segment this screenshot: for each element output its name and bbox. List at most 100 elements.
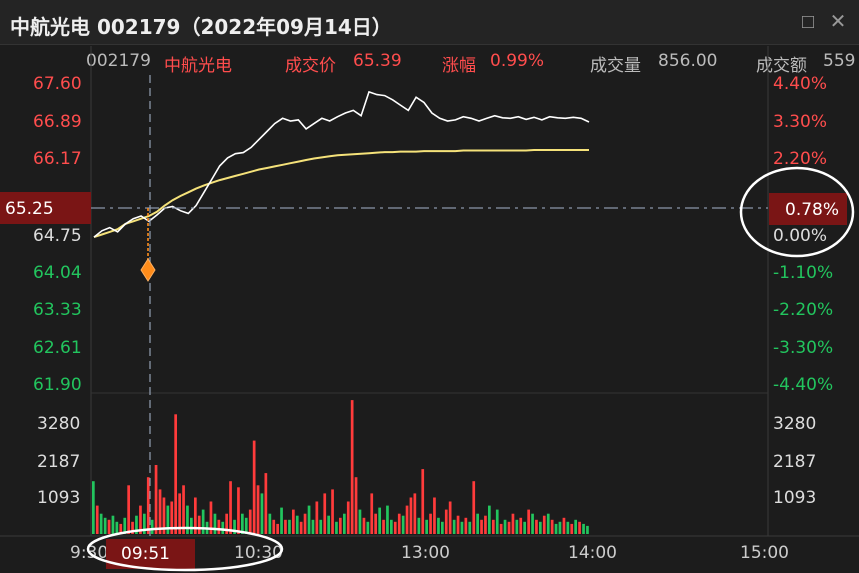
pct-tick: 2.20% <box>773 149 828 169</box>
volume-bar <box>182 485 185 534</box>
volume-bar <box>472 481 476 534</box>
volume-bar <box>382 519 385 534</box>
volume-bar <box>339 517 342 534</box>
volume-bar <box>331 489 334 534</box>
amount-value: 559 <box>823 51 856 71</box>
quote-info-bar: 002179 中航光电 成交价 65.39 涨幅 0.99% 成交量 856.0… <box>0 48 859 76</box>
marker-diamond <box>140 258 156 282</box>
volume-bar <box>252 440 256 534</box>
volume-bar <box>401 515 405 534</box>
volume-bar <box>319 519 323 534</box>
volume-bar <box>542 515 546 534</box>
volume-bar <box>256 485 260 534</box>
volume-bar <box>299 521 303 534</box>
volume-bar <box>550 519 554 534</box>
price-tick: 64.75 <box>33 226 82 246</box>
volume-bar <box>268 513 272 534</box>
volume-bar <box>217 519 221 534</box>
volume-bar <box>95 505 99 534</box>
volume-bar <box>562 517 566 534</box>
crosshair-price: 65.25 <box>5 199 54 219</box>
volume-bar <box>448 501 452 534</box>
volume-tick-right: 3280 <box>773 414 817 434</box>
volume-bar <box>354 477 358 534</box>
volume-bar <box>323 493 327 534</box>
volume-bar <box>139 505 142 534</box>
close-icon[interactable]: ✕ <box>829 11 847 33</box>
volume-bar <box>209 501 213 534</box>
volume-bar <box>574 519 577 534</box>
maximize-icon[interactable]: □ <box>801 11 815 33</box>
volume-bar <box>492 519 495 534</box>
volume-bar <box>464 517 468 534</box>
time-tick: 13:00 <box>401 543 450 563</box>
volume-bar <box>527 509 530 534</box>
volume-tick: 2187 <box>37 452 81 472</box>
crosshair-pct: 0.78% <box>785 200 840 220</box>
volume-bar <box>444 509 448 534</box>
pct-tick: -4.40% <box>773 375 834 395</box>
volume-bar <box>103 517 107 534</box>
volume-bar <box>488 505 491 534</box>
volume-bar <box>115 521 119 534</box>
volume-bar <box>386 505 389 534</box>
volume-bar <box>303 513 307 534</box>
crosshair-time-box: 09:51 <box>106 539 195 569</box>
volume-bar <box>429 513 432 534</box>
volume-bar <box>570 523 574 534</box>
volume-bar <box>307 505 311 534</box>
volume-bar <box>441 521 444 534</box>
volume-bar <box>170 501 174 534</box>
volume-bar <box>350 400 354 534</box>
volume-bar <box>433 497 436 534</box>
pct-tick: -3.30% <box>773 338 834 358</box>
volume-bar <box>480 519 483 534</box>
volume-bar <box>531 513 534 534</box>
change-value: 0.99% <box>490 51 545 71</box>
volume-bar <box>484 515 487 534</box>
volume-bar <box>586 525 589 534</box>
volume-bar <box>495 509 499 534</box>
volume-bar <box>346 501 350 534</box>
volume-bar <box>417 517 421 534</box>
volume-bar <box>272 519 276 534</box>
volume-tick: 1093 <box>37 488 81 508</box>
volume-bar <box>166 505 170 534</box>
volume-bar <box>127 485 130 534</box>
volume-bar <box>335 521 338 534</box>
pct-tick: -2.20% <box>773 300 834 320</box>
volume-bar <box>311 519 315 534</box>
volume-bar <box>186 505 189 534</box>
volume-bar <box>523 521 526 534</box>
volume-bar <box>244 517 248 534</box>
stock-name: 中航光电 <box>164 56 232 76</box>
volume-bar <box>107 519 111 534</box>
volume-bar <box>197 515 201 534</box>
volume-value: 856.00 <box>658 51 718 71</box>
volume-bar <box>221 521 225 534</box>
volume-bar <box>374 513 377 534</box>
volume-bar <box>554 523 558 534</box>
volume-bar <box>397 513 401 534</box>
time-tick: 15:00 <box>740 543 789 563</box>
volume-bar <box>237 487 240 534</box>
price-tick: 62.61 <box>33 338 82 358</box>
price-value: 65.39 <box>353 51 402 71</box>
volume-bar <box>194 497 197 534</box>
volume-bar <box>241 513 244 534</box>
volume-bar <box>92 481 95 534</box>
volume-bar <box>135 515 138 534</box>
volume-bar <box>201 509 205 534</box>
volume-label: 成交量 <box>590 56 641 76</box>
volume-bar <box>558 521 562 534</box>
volume-bar <box>248 509 252 534</box>
volume-bar <box>413 493 417 534</box>
volume-bar <box>519 517 523 534</box>
price-tick: 63.33 <box>33 300 82 320</box>
volume-bar <box>295 515 299 534</box>
volume-bar <box>460 521 464 534</box>
volume-bar <box>503 519 507 534</box>
volume-bar <box>515 519 519 534</box>
volume-bar <box>546 513 550 534</box>
